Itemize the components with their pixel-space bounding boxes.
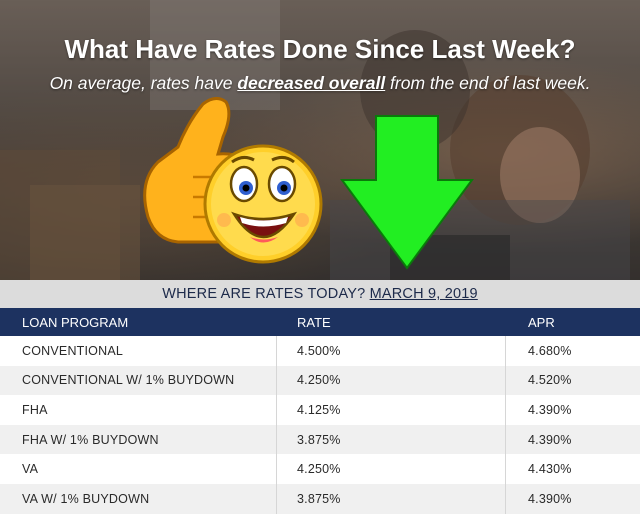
banner-date: MARCH 9, 2019 [369,286,478,302]
table-body: CONVENTIONAL 4.500% 4.680% CONVENTIONAL … [0,336,640,514]
cell-rate: 4.500% [277,336,506,366]
down-arrow-icon [340,115,474,270]
cell-apr: 4.430% [528,462,572,477]
cell-program: FHA W/ 1% BUYDOWN [0,424,277,455]
cell-apr: 4.390% [528,402,572,417]
table-header: LOAN PROGRAM RATE APR [0,308,640,336]
header-rate: RATE [297,314,331,330]
cell-rate: 3.875% [277,424,506,455]
rates-table: LOAN PROGRAM RATE APR CONVENTIONAL 4.500… [0,308,640,514]
cell-program: CONVENTIONAL [0,336,277,366]
header-loan-program: LOAN PROGRAM [22,314,129,330]
cell-program: CONVENTIONAL W/ 1% BUYDOWN [0,365,277,396]
table-row: CONVENTIONAL 4.500% 4.680% [0,336,640,366]
cell-rate: 4.250% [277,365,506,396]
subline-after: from the end of last week. [385,73,591,93]
cell-rate: 4.250% [277,454,506,484]
cell-rate: 4.125% [277,395,506,425]
cell-apr: 4.390% [528,491,572,506]
header-apr: APR [528,314,555,330]
cell-program: FHA [0,395,277,425]
rates-date-banner: WHERE ARE RATES TODAY? MARCH 9, 2019 [0,280,640,308]
cell-rate: 3.875% [277,483,506,514]
table-row: VA W/ 1% BUYDOWN 3.875% 4.390% [0,483,640,514]
hero-overlay [0,0,640,280]
thumbs-up-emoji-icon [143,97,323,264]
table-row: CONVENTIONAL W/ 1% BUYDOWN 4.250% 4.520% [0,365,640,396]
headline: What Have Rates Done Since Last Week? [64,34,576,64]
cell-program: VA W/ 1% BUYDOWN [0,483,277,514]
banner-label: WHERE ARE RATES TODAY? [162,286,370,302]
cell-apr: 4.520% [528,373,572,388]
cell-apr: 4.390% [528,432,572,447]
subline-before: On average, rates have [49,73,238,93]
table-row: FHA 4.125% 4.390% [0,395,640,425]
table-row: VA 4.250% 4.430% [0,454,640,484]
table-row: FHA W/ 1% BUYDOWN 3.875% 4.390% [0,424,640,455]
hero-banner: What Have Rates Done Since Last Week? On… [0,0,640,280]
cell-apr: 4.680% [528,343,572,358]
cell-program: VA [0,454,277,484]
subline: On average, rates have decreased overall… [0,73,640,94]
subline-emphasis: decreased overall [237,73,386,93]
